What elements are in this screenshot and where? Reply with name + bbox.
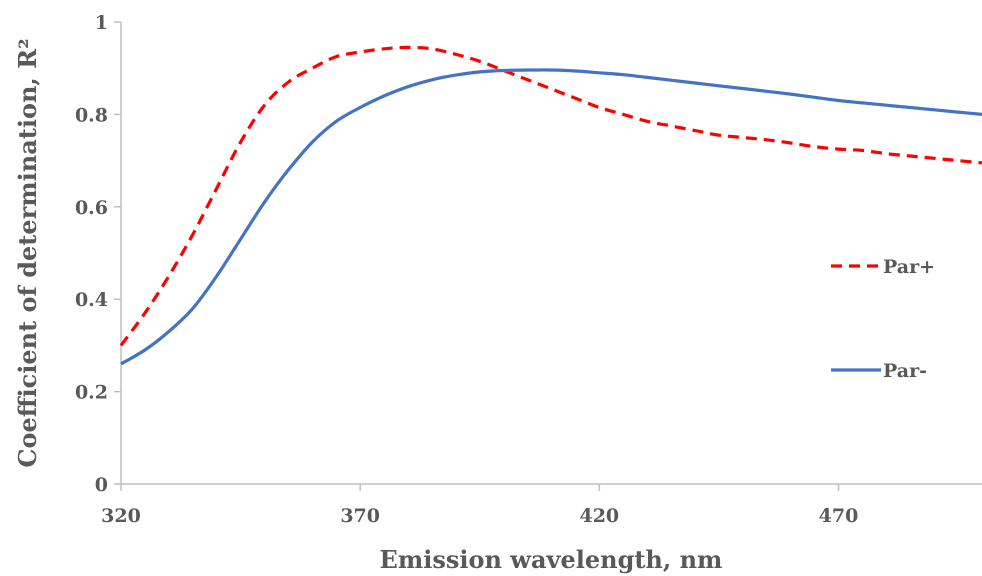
y-tick-label: 0.8	[75, 104, 108, 126]
series-line-par-plus	[121, 47, 982, 345]
x-tick-label: 420	[579, 505, 619, 527]
legend-label: Par-	[883, 360, 927, 382]
y-tick-label: 0.6	[75, 197, 108, 219]
x-axis-ticks: 320 370 420 470	[101, 484, 858, 527]
y-tick-label: 0	[95, 474, 108, 496]
x-tick-label: 470	[819, 505, 859, 527]
y-tick-label: 0.4	[75, 289, 108, 311]
x-axis-title: Emission wavelength, nm	[380, 545, 723, 574]
y-axis-ticks: 0 0.2 0.4 0.6 0.8 1	[75, 12, 121, 496]
y-tick-label: 0.2	[75, 382, 108, 404]
series-line-par-minus	[121, 70, 982, 364]
legend: Par+ Par-	[831, 256, 935, 382]
series-layer	[121, 47, 982, 364]
legend-label: Par+	[883, 256, 935, 278]
y-axis-title: Coefficient of determination, R²	[13, 38, 42, 467]
x-tick-label: 370	[340, 505, 380, 527]
y-tick-label: 1	[95, 12, 108, 34]
x-tick-label: 320	[101, 505, 141, 527]
